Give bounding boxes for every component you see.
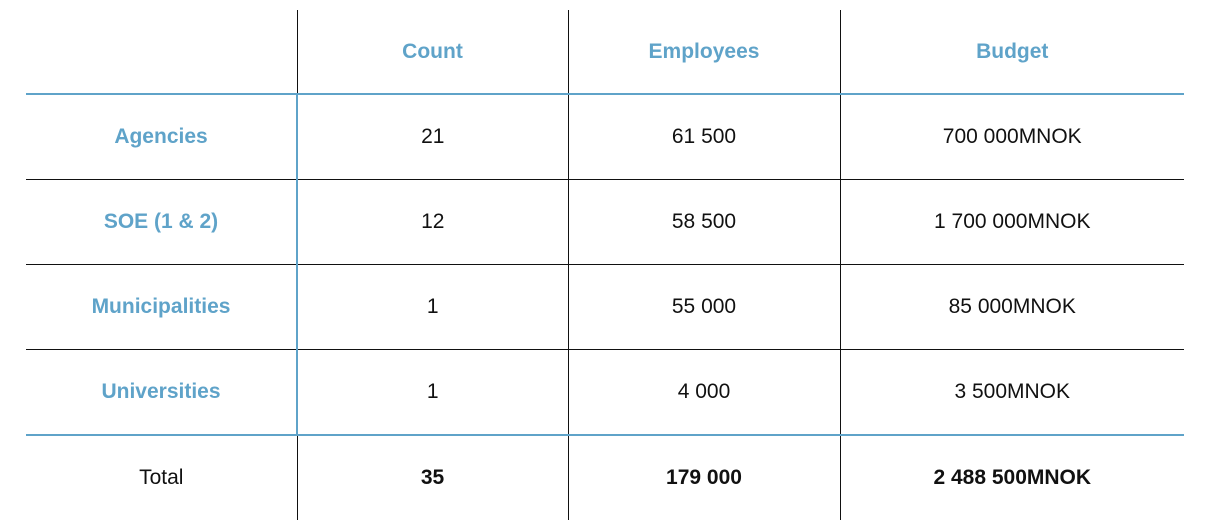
header-employees: Employees — [567, 10, 840, 95]
table-row: SOE (1 & 2) 12 58 500 1 700 000MNOK — [26, 179, 1184, 265]
cell-count: 12 — [296, 179, 568, 265]
table-header-row: Count Employees Budget — [26, 10, 1184, 95]
cell-budget: 3 500MNOK — [839, 349, 1184, 436]
total-label: Total — [139, 466, 184, 489]
header-budget: Budget — [839, 10, 1184, 95]
cell-budget: 85 000MNOK — [839, 264, 1184, 350]
table-row: Agencies 21 61 500 700 000MNOK — [26, 94, 1184, 180]
cell-count: 1 — [296, 264, 568, 350]
cell-employees: 4 000 — [567, 349, 840, 436]
total-count: 35 — [296, 435, 568, 520]
table-row: Universities 1 4 000 3 500MNOK — [26, 349, 1184, 436]
header-count: Count — [296, 10, 568, 95]
table-total-row: Total 35 179 000 2 488 500MNOK — [26, 435, 1184, 520]
summary-table-container: Count Employees Budget Agencies 21 61 50… — [26, 10, 1184, 520]
cell-count: 21 — [296, 94, 568, 180]
cell-budget: 700 000MNOK — [839, 94, 1184, 180]
total-budget: 2 488 500MNOK — [839, 435, 1184, 520]
cell-employees: 55 000 — [567, 264, 840, 350]
header-corner-cell — [26, 10, 297, 95]
cell-employees: 58 500 — [567, 179, 840, 265]
total-employees: 179 000 — [567, 435, 840, 520]
cell-budget: 1 700 000MNOK — [839, 179, 1184, 265]
row-label-agencies: Agencies — [26, 94, 297, 180]
summary-table: Count Employees Budget Agencies 21 61 50… — [26, 10, 1184, 520]
row-label-soe: SOE (1 & 2) — [26, 179, 297, 265]
row-label-universities: Universities — [26, 349, 297, 436]
cell-employees: 61 500 — [567, 94, 840, 180]
cell-count: 1 — [296, 349, 568, 436]
table-row: Municipalities 1 55 000 85 000MNOK — [26, 264, 1184, 350]
row-label-municipalities: Municipalities — [26, 264, 297, 350]
